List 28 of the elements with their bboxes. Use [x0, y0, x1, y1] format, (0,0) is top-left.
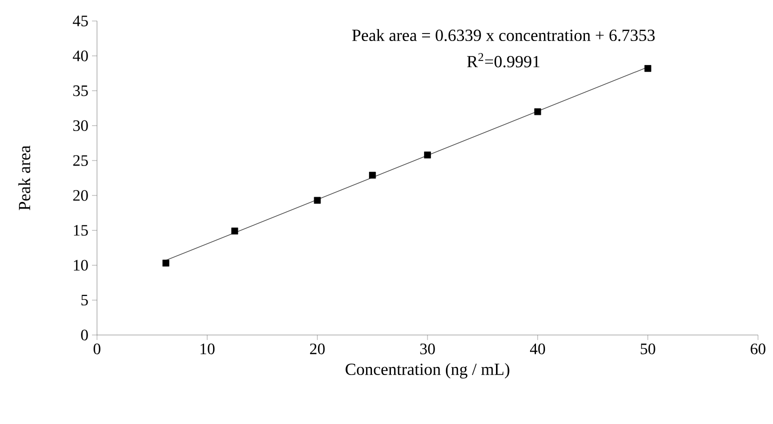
x-tick-label: 10 — [200, 344, 215, 354]
y-tick-label: 30 — [73, 120, 88, 132]
y-axis-title: Peak area — [18, 146, 30, 210]
x-axis-title: Concentration (ng / mL) — [346, 363, 510, 379]
annotation: R$^{2}$=0.9991 — [467, 53, 540, 68]
x-tick-label: 40 — [530, 344, 546, 354]
point — [314, 196, 321, 204]
y-tick-label: 5 — [81, 294, 88, 306]
annotation: Peak area = 0.6339 x concentration + 6.7353 — [352, 29, 655, 42]
point — [534, 108, 542, 116]
y-tick-label: 25 — [73, 155, 88, 166]
x-tick-label: 50 — [640, 344, 656, 354]
y-tick-label: 0 — [81, 330, 88, 340]
x-tick-label: 0 — [94, 344, 100, 354]
y-tick-label: 10 — [74, 260, 88, 271]
x-tick-label: 30 — [420, 344, 435, 354]
y-tick-label: 35 — [73, 85, 88, 96]
point — [162, 260, 170, 267]
x-tick-label: 20 — [310, 344, 325, 354]
point — [424, 152, 431, 158]
y-tick-label: 45 — [72, 16, 88, 26]
y-tick-label: 20 — [73, 190, 88, 201]
y-tick-label: 15 — [74, 225, 88, 236]
point — [644, 65, 652, 72]
point — [369, 172, 376, 179]
x-tick-label: 60 — [750, 344, 766, 354]
y-tick-label: 40 — [72, 50, 88, 62]
point — [231, 228, 238, 234]
